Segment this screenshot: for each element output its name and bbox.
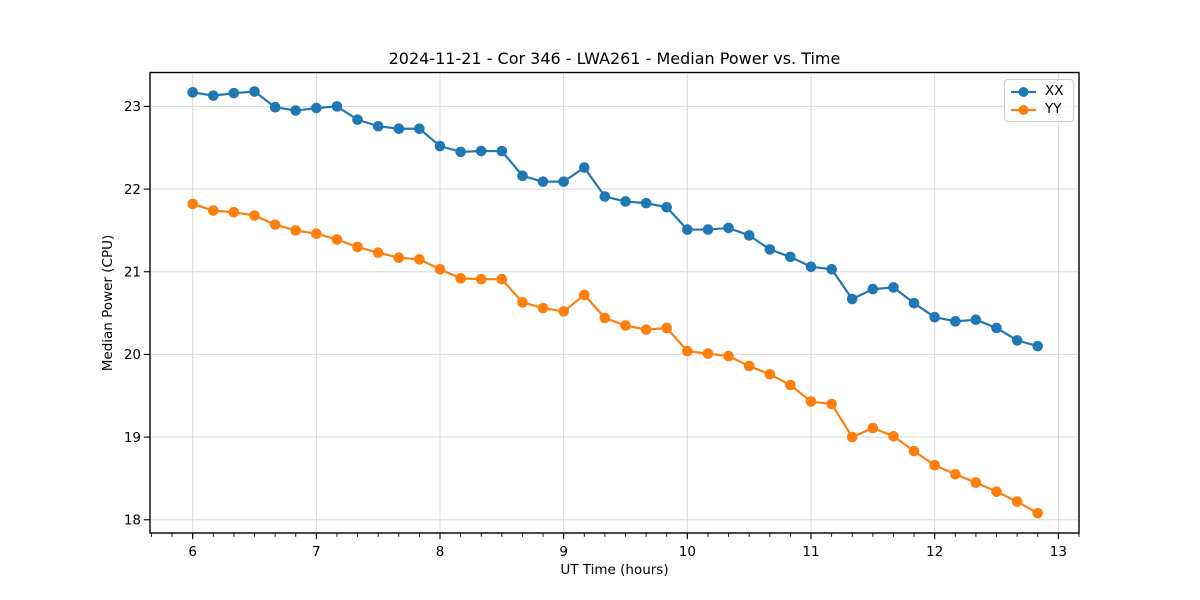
xx-line-marker-icon	[1011, 86, 1036, 97]
legend-label-yy: YY	[1045, 100, 1062, 117]
svg-text:22: 22	[124, 182, 141, 198]
svg-text:23: 23	[124, 99, 141, 115]
svg-text:12: 12	[926, 544, 943, 560]
svg-text:6: 6	[188, 544, 197, 560]
legend: XX YY	[1004, 79, 1074, 122]
svg-text:7: 7	[312, 544, 321, 560]
x-axis-label: UT Time (hours)	[560, 562, 669, 578]
svg-text:18: 18	[124, 512, 141, 528]
svg-text:21: 21	[124, 264, 141, 280]
svg-text:8: 8	[436, 544, 445, 560]
legend-item-xx: XX	[1010, 83, 1067, 100]
legend-item-yy: YY	[1010, 101, 1067, 118]
svg-text:13: 13	[1050, 544, 1067, 560]
svg-text:9: 9	[559, 544, 568, 560]
chart-title: 2024-11-21 - Cor 346 - LWA261 - Median P…	[388, 49, 841, 68]
yy-line-marker-icon	[1011, 104, 1036, 115]
svg-text:10: 10	[679, 544, 696, 560]
y-axis-label: Median Power (CPU)	[100, 234, 116, 372]
svg-text:20: 20	[124, 347, 141, 363]
svg-text:19: 19	[124, 430, 141, 446]
legend-label-xx: XX	[1045, 82, 1064, 99]
svg-text:11: 11	[802, 544, 819, 560]
